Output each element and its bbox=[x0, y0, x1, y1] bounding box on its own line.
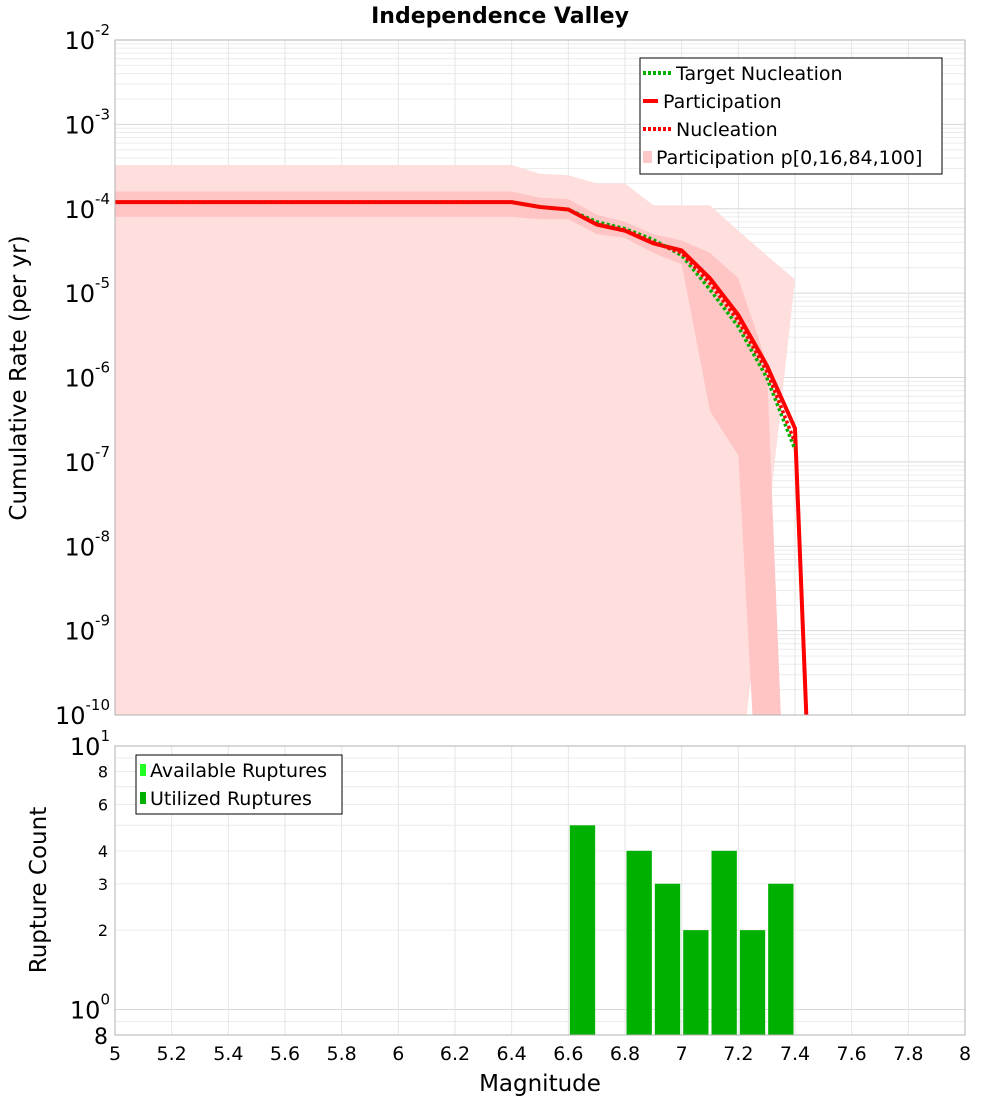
top-y-tick-label: 10-10 bbox=[55, 696, 110, 730]
bar-utilized-ruptures bbox=[768, 883, 794, 1035]
top-y-tick-label: 10-7 bbox=[64, 443, 110, 477]
legend-swatch-utilized-ruptures bbox=[140, 792, 146, 804]
legend-label-target-nucleation: Target Nucleation bbox=[675, 63, 843, 85]
x-tick-label: 7.6 bbox=[837, 1043, 867, 1065]
x-tick-labels: 5 5.2 5.4 5.6 5.8 6 6.2 6.4 6.6 6.8 7 7.2 7.4 7.6 7.8 8 bbox=[109, 1043, 971, 1065]
bottom-y-axis-label: Rupture Count bbox=[26, 807, 52, 973]
top-y-tick-label: 10-5 bbox=[64, 274, 110, 308]
x-tick-label: 7.4 bbox=[780, 1043, 810, 1065]
top-legend-box bbox=[639, 57, 943, 175]
bar-utilized-ruptures bbox=[569, 825, 596, 1035]
rupture-bars bbox=[569, 825, 794, 1035]
legend-label-participation: Participation bbox=[663, 91, 782, 113]
x-tick-label: 6.4 bbox=[497, 1043, 527, 1065]
bottom-legend-box bbox=[135, 754, 343, 815]
top-y-tick-label: 10-9 bbox=[64, 612, 110, 646]
x-tick-label: 7.2 bbox=[723, 1043, 753, 1065]
x-tick-label: 5.8 bbox=[327, 1043, 357, 1065]
bottom-y-tick-label: 4 bbox=[98, 842, 108, 861]
x-tick-label: 5.2 bbox=[157, 1043, 187, 1065]
bottom-y-tick-label: 8 bbox=[98, 763, 108, 782]
top-y-axis-label: Cumulative Rate (per yr) bbox=[6, 235, 32, 520]
legend-swatch-available-ruptures bbox=[140, 764, 146, 776]
bar-utilized-ruptures bbox=[626, 850, 652, 1035]
bottom-legend: Available Ruptures Utilized Ruptures bbox=[135, 754, 343, 815]
bottom-y-tick-label-8: 8 bbox=[94, 1025, 108, 1050]
bottom-y-tick-label: 3 bbox=[98, 875, 108, 894]
x-tick-label: 6.2 bbox=[440, 1043, 470, 1065]
x-tick-label: 8 bbox=[959, 1043, 971, 1065]
x-tick-label: 5.4 bbox=[213, 1043, 243, 1065]
top-y-tick-label: 10-6 bbox=[64, 359, 110, 393]
legend-label-utilized-ruptures: Utilized Ruptures bbox=[150, 788, 312, 810]
percentile-bands bbox=[115, 165, 795, 715]
x-tick-label: 7 bbox=[676, 1043, 688, 1065]
legend-label-participation-band: Participation p[0,16,84,100] bbox=[656, 147, 922, 169]
top-y-tick-label: 10-8 bbox=[64, 527, 110, 561]
top-y-tick-label: 10-3 bbox=[64, 105, 110, 139]
cumulative-rate-plot: 10-10 10-9 10-8 10-7 10-6 10-5 10-4 10-3 10-2 Cu… bbox=[6, 21, 966, 730]
bar-utilized-ruptures bbox=[739, 930, 766, 1035]
x-tick-label: 6.8 bbox=[610, 1043, 640, 1065]
top-legend: Target Nucleation Participation Nucleati… bbox=[639, 57, 943, 175]
top-y-tick-labels: 10-10 10-9 10-8 10-7 10-6 10-5 10-4 10-3 10-2 bbox=[55, 21, 110, 730]
bottom-y-tick-label: 2 bbox=[98, 921, 108, 940]
x-axis-label: Magnitude bbox=[479, 1071, 601, 1097]
top-y-tick-label: 10-2 bbox=[64, 21, 110, 55]
x-tick-label: 5 bbox=[109, 1043, 121, 1065]
band-outer-p0-p100 bbox=[115, 165, 795, 715]
bottom-plot-frame bbox=[114, 745, 966, 1036]
x-tick-label: 7.8 bbox=[893, 1043, 923, 1065]
bottom-y-tick-label: 6 bbox=[98, 795, 108, 814]
top-y-tick-label: 10-4 bbox=[64, 190, 110, 224]
x-tick-label: 5.6 bbox=[270, 1043, 300, 1065]
bottom-y-tick-label-10-0: 100 bbox=[70, 990, 110, 1024]
top-plot-frame bbox=[114, 39, 966, 716]
bar-utilized-ruptures bbox=[654, 883, 681, 1035]
chart-title: Independence Valley bbox=[371, 4, 629, 29]
legend-label-available-ruptures: Available Ruptures bbox=[150, 760, 327, 782]
series-line-nucleation bbox=[115, 200, 797, 444]
x-tick-label: 6.6 bbox=[553, 1043, 583, 1065]
bottom-y-tick-label-10-1: 101 bbox=[70, 727, 110, 761]
bar-utilized-ruptures bbox=[683, 930, 709, 1035]
rate-lines bbox=[115, 200, 809, 716]
legend-swatch-participation-band bbox=[643, 151, 652, 163]
x-tick-label: 6 bbox=[392, 1043, 404, 1065]
legend-label-nucleation: Nucleation bbox=[676, 119, 778, 141]
bar-utilized-ruptures bbox=[711, 850, 737, 1035]
